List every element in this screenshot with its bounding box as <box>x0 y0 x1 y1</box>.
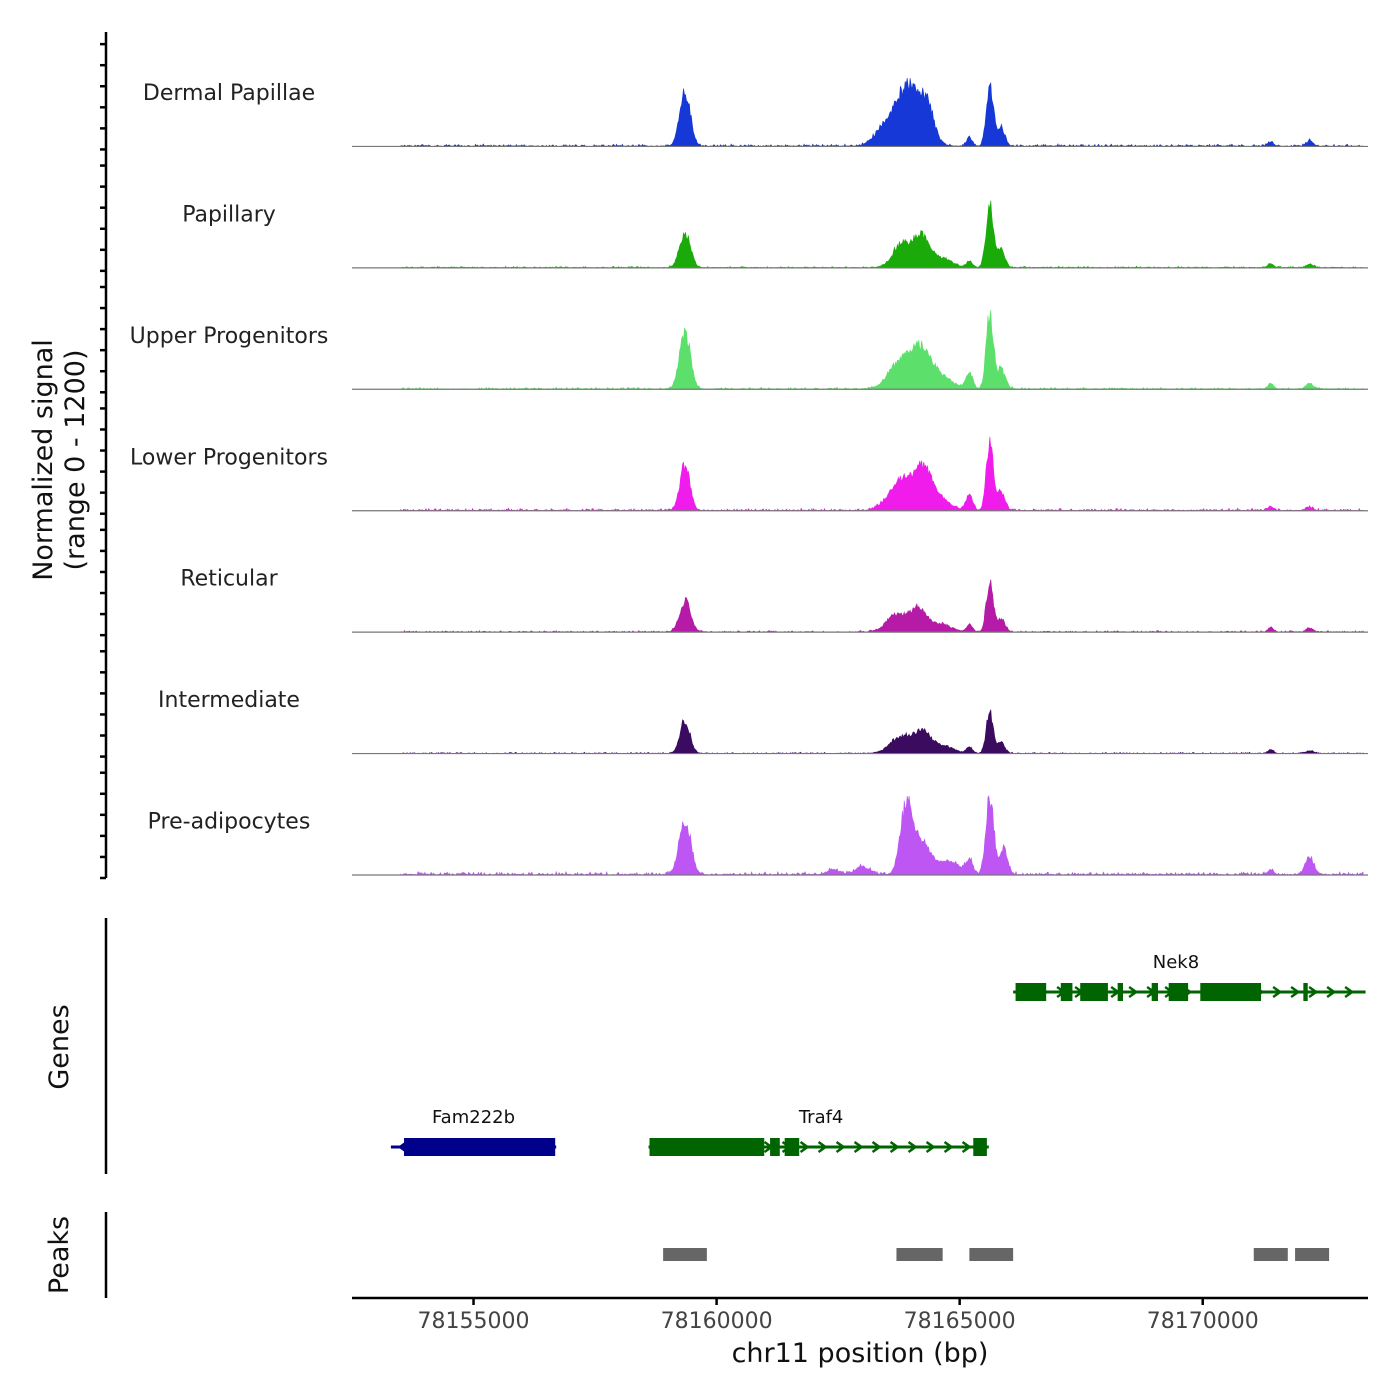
peak-region <box>1295 1248 1330 1261</box>
peaks-panel-title: Peaks <box>44 1216 75 1294</box>
gene-fam222b: Fam222b <box>390 1107 557 1156</box>
track-label: Papillary <box>182 202 276 227</box>
track-label: Pre-adipocytes <box>148 810 311 835</box>
peak-region <box>663 1248 707 1261</box>
gene-exon <box>784 1138 800 1156</box>
gene-exon <box>1200 983 1262 1001</box>
strand-arrow <box>925 1140 936 1154</box>
genes-panel-title: Genes <box>44 1004 75 1089</box>
x-tick-label: 78160000 <box>661 1309 773 1334</box>
track-upper-progenitors: Upper Progenitors <box>130 310 1368 390</box>
gene-exon <box>1117 983 1123 1001</box>
gene-exon <box>649 1138 765 1156</box>
x-tick-label: 78165000 <box>904 1309 1016 1334</box>
gene-exon <box>1303 983 1308 1001</box>
x-axis: 78155000 78160000 78165000 78170000 <box>352 1296 1368 1334</box>
x-tick-label: 78170000 <box>1147 1309 1259 1334</box>
x-tick-label: 78155000 <box>418 1309 530 1334</box>
gene-exon <box>1151 983 1158 1001</box>
signal-area <box>400 436 1364 512</box>
gene-exon <box>973 1138 987 1156</box>
signal-panel: Dermal Papillae Papillary Upper Progenitor… <box>100 32 1368 880</box>
track-intermediate: Intermediate <box>158 688 1368 755</box>
y-axis-title-line1: Normalized signal <box>28 339 59 581</box>
track-label: Dermal Papillae <box>143 81 315 106</box>
track-papillary: Papillary <box>182 200 1368 269</box>
track-label: Reticular <box>180 567 278 592</box>
y-axis-title-line2: (range 0 - 1200) <box>60 350 91 571</box>
track-label: Lower Progenitors <box>130 445 328 470</box>
strand-arrow <box>1272 985 1283 999</box>
track-reticular: Reticular <box>180 567 1368 633</box>
strand-arrow <box>817 1140 828 1154</box>
track-pre-adipocytes: Pre-adipocytes <box>148 795 1368 876</box>
strand-arrow <box>1128 985 1139 999</box>
strand-arrow <box>853 1140 864 1154</box>
signal-area <box>400 310 1364 390</box>
gene-exon <box>404 1138 556 1156</box>
gene-label: Fam222b <box>432 1107 515 1128</box>
strand-arrow <box>835 1140 846 1154</box>
track-lower-progenitors: Lower Progenitors <box>130 436 1368 512</box>
signal-area <box>400 709 1364 755</box>
gene-exon <box>1080 983 1108 1001</box>
strand-arrow <box>799 1140 810 1154</box>
track-label: Intermediate <box>158 688 300 713</box>
track-dermal-papillae: Dermal Papillae <box>143 78 1368 148</box>
strand-arrow <box>907 1140 918 1154</box>
genes-panel: Fam222b Traf4 Nek8 <box>104 918 1366 1174</box>
gene-label: Traf4 <box>798 1107 844 1128</box>
peak-region <box>1253 1248 1288 1261</box>
strand-arrow <box>871 1140 882 1154</box>
x-axis-title: chr11 position (bp) <box>732 1338 989 1369</box>
strand-arrow <box>1290 985 1301 999</box>
strand-arrow <box>1326 985 1337 999</box>
gene-exon <box>1060 983 1073 1001</box>
signal-area <box>400 78 1364 148</box>
strand-arrow <box>943 1140 954 1154</box>
peak-region <box>969 1248 1014 1261</box>
strand-arrow <box>1308 985 1319 999</box>
peak-region <box>896 1248 943 1261</box>
gene-exon <box>1168 983 1189 1001</box>
signal-area <box>400 579 1364 633</box>
gene-exon <box>1015 983 1047 1001</box>
track-label: Upper Progenitors <box>130 324 329 349</box>
strand-arrow <box>961 1140 972 1154</box>
gene-nek8: Nek8 <box>1013 952 1366 1001</box>
strand-arrow <box>1344 985 1355 999</box>
signal-area <box>400 795 1364 876</box>
signal-area <box>400 200 1364 269</box>
gene-label: Nek8 <box>1153 952 1199 973</box>
gene-traf4: Traf4 <box>648 1107 989 1156</box>
strand-arrow <box>889 1140 900 1154</box>
gene-exon <box>770 1138 780 1156</box>
peaks-panel <box>104 1212 1330 1298</box>
